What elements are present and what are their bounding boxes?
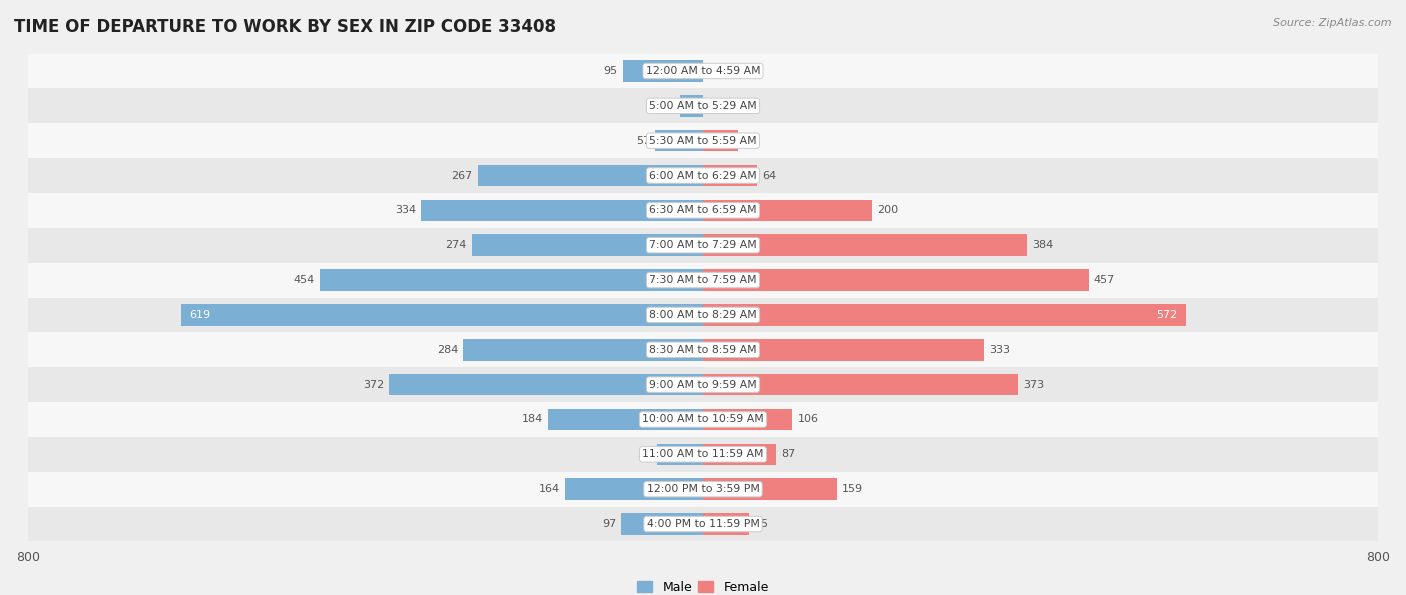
Text: 12:00 AM to 4:59 AM: 12:00 AM to 4:59 AM <box>645 66 761 76</box>
Text: 333: 333 <box>988 345 1010 355</box>
Bar <box>28 333 1378 367</box>
Text: 64: 64 <box>762 171 776 180</box>
Text: 184: 184 <box>522 415 543 424</box>
Text: 95: 95 <box>603 66 617 76</box>
Text: 6:00 AM to 6:29 AM: 6:00 AM to 6:29 AM <box>650 171 756 180</box>
Text: Source: ZipAtlas.com: Source: ZipAtlas.com <box>1274 18 1392 28</box>
Bar <box>703 165 756 186</box>
Text: 57: 57 <box>636 136 650 146</box>
Bar <box>389 374 703 396</box>
Text: 41: 41 <box>742 136 756 146</box>
Bar <box>28 123 1378 158</box>
Bar <box>28 158 1378 193</box>
Text: 267: 267 <box>451 171 472 180</box>
Bar <box>28 193 1378 228</box>
Bar <box>28 54 1378 89</box>
Bar <box>703 199 872 221</box>
Bar <box>321 270 703 291</box>
Text: 0: 0 <box>709 66 716 76</box>
Bar <box>703 270 1088 291</box>
Bar <box>703 130 738 152</box>
Text: 5:30 AM to 5:59 AM: 5:30 AM to 5:59 AM <box>650 136 756 146</box>
Bar <box>703 304 1185 325</box>
Text: 334: 334 <box>395 205 416 215</box>
Bar <box>621 513 703 535</box>
Text: 5:00 AM to 5:29 AM: 5:00 AM to 5:29 AM <box>650 101 756 111</box>
Bar <box>548 409 703 430</box>
Text: 159: 159 <box>842 484 863 494</box>
Text: 373: 373 <box>1022 380 1043 390</box>
Bar <box>565 478 703 500</box>
Bar <box>28 228 1378 262</box>
Text: 284: 284 <box>437 345 458 355</box>
Text: 384: 384 <box>1032 240 1053 250</box>
Bar <box>28 89 1378 123</box>
Text: 55: 55 <box>637 449 651 459</box>
Bar <box>464 339 703 361</box>
Text: 87: 87 <box>782 449 796 459</box>
Text: 0: 0 <box>709 101 716 111</box>
Bar <box>657 443 703 465</box>
Text: 11:00 AM to 11:59 AM: 11:00 AM to 11:59 AM <box>643 449 763 459</box>
Bar <box>28 367 1378 402</box>
Bar <box>703 478 837 500</box>
Text: 8:00 AM to 8:29 AM: 8:00 AM to 8:29 AM <box>650 310 756 320</box>
Text: 55: 55 <box>755 519 769 529</box>
Bar <box>681 95 703 117</box>
Bar <box>478 165 703 186</box>
Text: 372: 372 <box>363 380 384 390</box>
Text: 7:00 AM to 7:29 AM: 7:00 AM to 7:29 AM <box>650 240 756 250</box>
Bar <box>703 234 1026 256</box>
Bar <box>28 472 1378 506</box>
Text: 27: 27 <box>661 101 675 111</box>
Bar <box>655 130 703 152</box>
Legend: Male, Female: Male, Female <box>633 575 773 595</box>
Bar <box>472 234 703 256</box>
Text: TIME OF DEPARTURE TO WORK BY SEX IN ZIP CODE 33408: TIME OF DEPARTURE TO WORK BY SEX IN ZIP … <box>14 18 555 36</box>
Text: 619: 619 <box>190 310 211 320</box>
Text: 97: 97 <box>602 519 616 529</box>
Text: 572: 572 <box>1156 310 1177 320</box>
Bar <box>623 60 703 82</box>
Bar <box>703 409 793 430</box>
Text: 6:30 AM to 6:59 AM: 6:30 AM to 6:59 AM <box>650 205 756 215</box>
Text: 457: 457 <box>1094 275 1115 285</box>
Text: 200: 200 <box>877 205 898 215</box>
Bar <box>703 513 749 535</box>
Bar <box>703 374 1018 396</box>
Text: 7:30 AM to 7:59 AM: 7:30 AM to 7:59 AM <box>650 275 756 285</box>
Bar <box>28 402 1378 437</box>
Bar <box>703 339 984 361</box>
Text: 274: 274 <box>446 240 467 250</box>
Bar <box>422 199 703 221</box>
Text: 10:00 AM to 10:59 AM: 10:00 AM to 10:59 AM <box>643 415 763 424</box>
Text: 9:00 AM to 9:59 AM: 9:00 AM to 9:59 AM <box>650 380 756 390</box>
Bar <box>28 437 1378 472</box>
Text: 12:00 PM to 3:59 PM: 12:00 PM to 3:59 PM <box>647 484 759 494</box>
Text: 106: 106 <box>797 415 818 424</box>
Text: 164: 164 <box>538 484 560 494</box>
Text: 454: 454 <box>294 275 315 285</box>
Bar <box>703 443 776 465</box>
Bar <box>28 298 1378 333</box>
Text: 4:00 PM to 11:59 PM: 4:00 PM to 11:59 PM <box>647 519 759 529</box>
Text: 8:30 AM to 8:59 AM: 8:30 AM to 8:59 AM <box>650 345 756 355</box>
Bar <box>181 304 703 325</box>
Bar <box>28 262 1378 298</box>
Bar <box>28 506 1378 541</box>
